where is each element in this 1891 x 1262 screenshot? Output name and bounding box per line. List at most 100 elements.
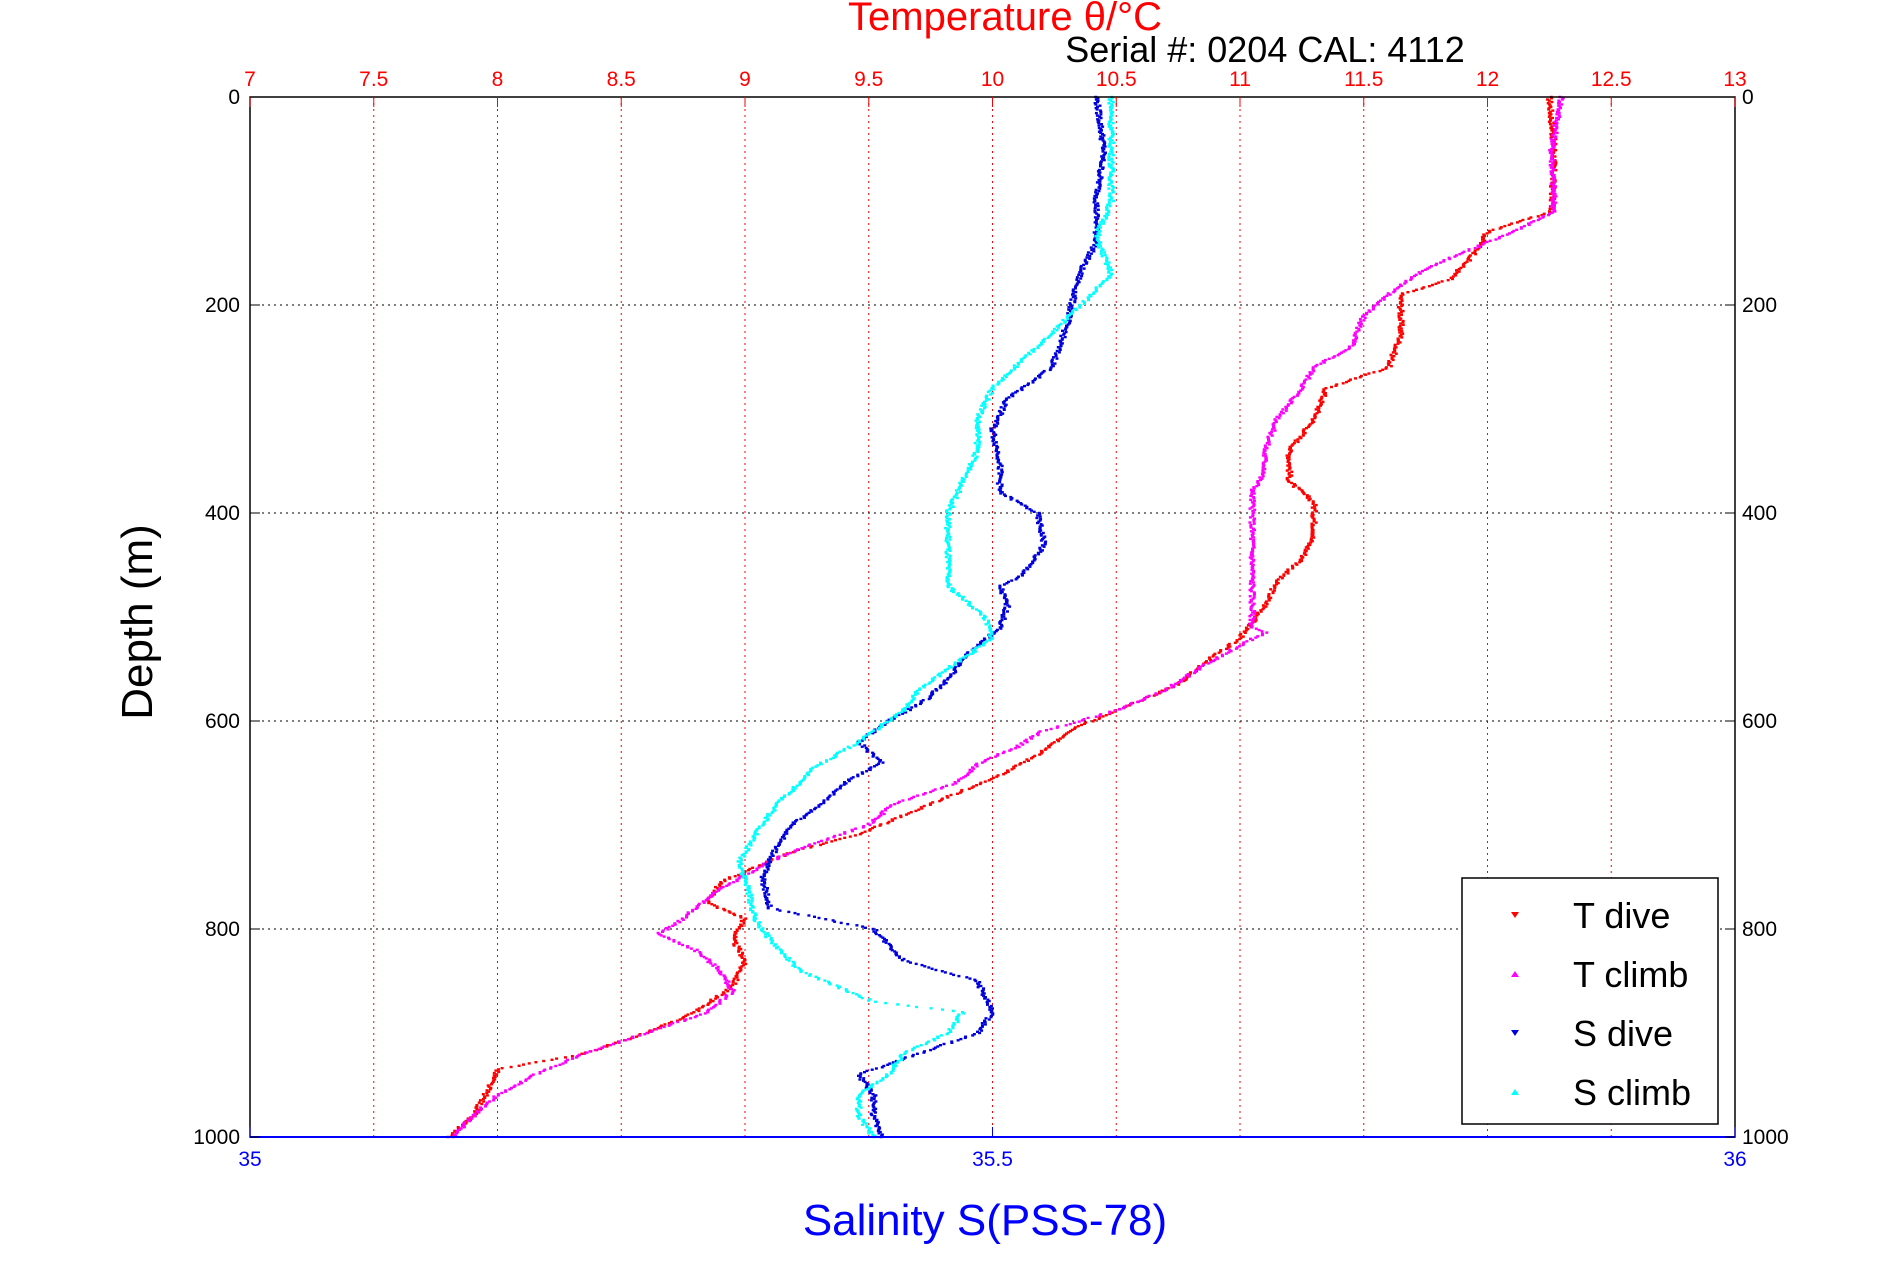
data-point <box>493 1075 497 1078</box>
data-point <box>1094 188 1098 192</box>
data-point <box>948 535 952 539</box>
temperature-tick-label: 13 <box>1723 68 1746 91</box>
data-point <box>1096 97 1100 100</box>
data-point <box>980 761 984 764</box>
data-point <box>1265 631 1269 634</box>
data-point <box>1054 353 1058 356</box>
data-point <box>1249 562 1253 565</box>
data-point <box>1409 278 1413 281</box>
data-point <box>1485 240 1489 244</box>
data-point <box>1049 367 1053 370</box>
data-point <box>954 782 958 785</box>
data-point <box>1315 412 1319 415</box>
data-point <box>765 899 769 902</box>
data-point <box>979 613 982 616</box>
data-point <box>1055 329 1059 332</box>
data-point <box>731 981 735 984</box>
data-point <box>978 440 982 444</box>
data-point <box>1100 129 1103 132</box>
data-point <box>1399 311 1403 314</box>
data-point <box>1340 351 1343 354</box>
data-point <box>1252 596 1256 599</box>
data-point <box>1110 135 1114 138</box>
data-point <box>1251 603 1255 607</box>
data-point <box>676 919 680 923</box>
data-point <box>763 882 767 885</box>
data-point <box>1396 338 1400 342</box>
data-point <box>1252 581 1255 584</box>
data-point <box>856 1101 860 1104</box>
data-point <box>972 767 976 770</box>
data-point <box>482 1100 486 1103</box>
data-point <box>998 622 1002 625</box>
data-point <box>887 718 891 721</box>
data-point <box>976 986 980 989</box>
data-point <box>1080 272 1084 275</box>
data-point <box>971 651 975 654</box>
data-point <box>1251 513 1255 517</box>
data-point <box>1009 495 1013 499</box>
data-point <box>1111 154 1115 157</box>
data-point <box>819 762 823 766</box>
data-point <box>867 999 871 1002</box>
data-point <box>1023 504 1027 507</box>
data-point <box>1466 258 1470 261</box>
data-point <box>1310 506 1314 509</box>
data-point <box>1287 455 1291 458</box>
data-point <box>978 782 982 786</box>
data-point <box>947 533 951 536</box>
data-point <box>858 833 862 836</box>
data-point <box>1062 333 1066 336</box>
data-point <box>971 649 975 652</box>
data-point <box>1098 223 1102 226</box>
data-point <box>1522 224 1526 228</box>
data-point <box>1109 116 1113 120</box>
data-point <box>838 833 842 836</box>
data-point <box>735 972 739 975</box>
data-point <box>1092 231 1096 234</box>
data-point <box>706 1003 710 1006</box>
data-point <box>490 1081 494 1085</box>
data-point <box>952 495 956 498</box>
data-point <box>479 1108 483 1112</box>
data-point <box>678 921 682 924</box>
data-point <box>874 1111 877 1114</box>
data-point <box>884 1001 888 1005</box>
data-point <box>676 1020 680 1024</box>
data-point <box>983 1023 987 1026</box>
data-point <box>1093 211 1097 214</box>
data-point <box>1547 120 1551 123</box>
data-point <box>1033 554 1037 557</box>
data-point <box>1102 154 1106 157</box>
data-point <box>770 941 774 945</box>
data-point <box>970 464 974 467</box>
data-point <box>1372 371 1376 374</box>
depth-tick-label-left: 400 <box>205 502 240 525</box>
data-point <box>744 881 748 884</box>
data-point <box>1022 760 1026 764</box>
data-point <box>1549 105 1553 109</box>
data-point <box>1550 140 1554 143</box>
data-point <box>1176 681 1180 684</box>
data-point <box>1553 210 1557 213</box>
data-point <box>782 854 786 857</box>
data-point <box>1152 694 1156 697</box>
data-point <box>740 867 744 870</box>
data-point <box>953 663 957 667</box>
data-point <box>1234 647 1238 650</box>
data-point <box>1136 700 1140 704</box>
data-point <box>1550 147 1554 151</box>
data-point <box>1262 451 1266 455</box>
data-point <box>1093 237 1097 240</box>
data-point <box>1107 187 1111 190</box>
data-point <box>1108 120 1112 123</box>
legend-marker-s-dive <box>1511 1030 1519 1036</box>
data-point <box>872 1117 876 1120</box>
series-s-climb <box>736 95 1116 1139</box>
data-point <box>1280 577 1284 580</box>
data-point <box>765 889 769 892</box>
data-point <box>1304 546 1308 549</box>
data-point <box>875 929 879 932</box>
data-point <box>948 538 952 541</box>
data-point <box>885 939 888 942</box>
